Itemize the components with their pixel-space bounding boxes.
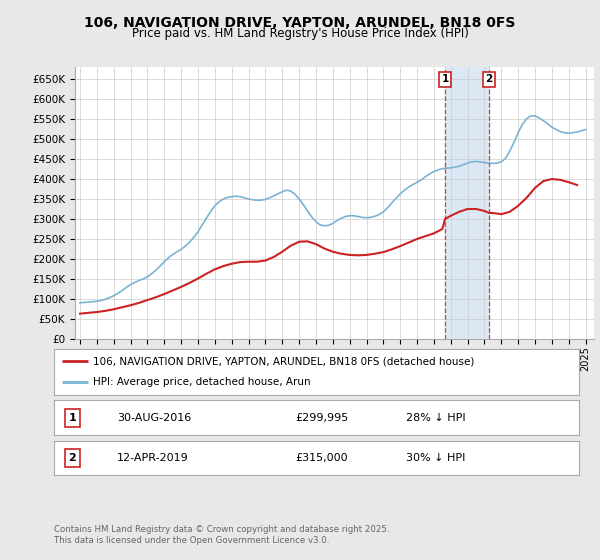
Text: 12-APR-2019: 12-APR-2019 bbox=[117, 453, 189, 463]
Text: 28% ↓ HPI: 28% ↓ HPI bbox=[406, 413, 466, 423]
Text: Price paid vs. HM Land Registry's House Price Index (HPI): Price paid vs. HM Land Registry's House … bbox=[131, 27, 469, 40]
Text: 30% ↓ HPI: 30% ↓ HPI bbox=[406, 453, 465, 463]
Text: 106, NAVIGATION DRIVE, YAPTON, ARUNDEL, BN18 0FS (detached house): 106, NAVIGATION DRIVE, YAPTON, ARUNDEL, … bbox=[94, 356, 475, 366]
Text: 1: 1 bbox=[68, 413, 76, 423]
Text: £299,995: £299,995 bbox=[296, 413, 349, 423]
Text: 1: 1 bbox=[442, 74, 449, 85]
Bar bbox=[445, 67, 489, 339]
Text: 2: 2 bbox=[68, 453, 76, 463]
Text: £315,000: £315,000 bbox=[296, 453, 348, 463]
Text: HPI: Average price, detached house, Arun: HPI: Average price, detached house, Arun bbox=[94, 377, 311, 388]
Text: 106, NAVIGATION DRIVE, YAPTON, ARUNDEL, BN18 0FS: 106, NAVIGATION DRIVE, YAPTON, ARUNDEL, … bbox=[85, 16, 515, 30]
Text: 2: 2 bbox=[485, 74, 493, 85]
Text: Contains HM Land Registry data © Crown copyright and database right 2025.
This d: Contains HM Land Registry data © Crown c… bbox=[54, 525, 389, 545]
Text: 30-AUG-2016: 30-AUG-2016 bbox=[117, 413, 191, 423]
